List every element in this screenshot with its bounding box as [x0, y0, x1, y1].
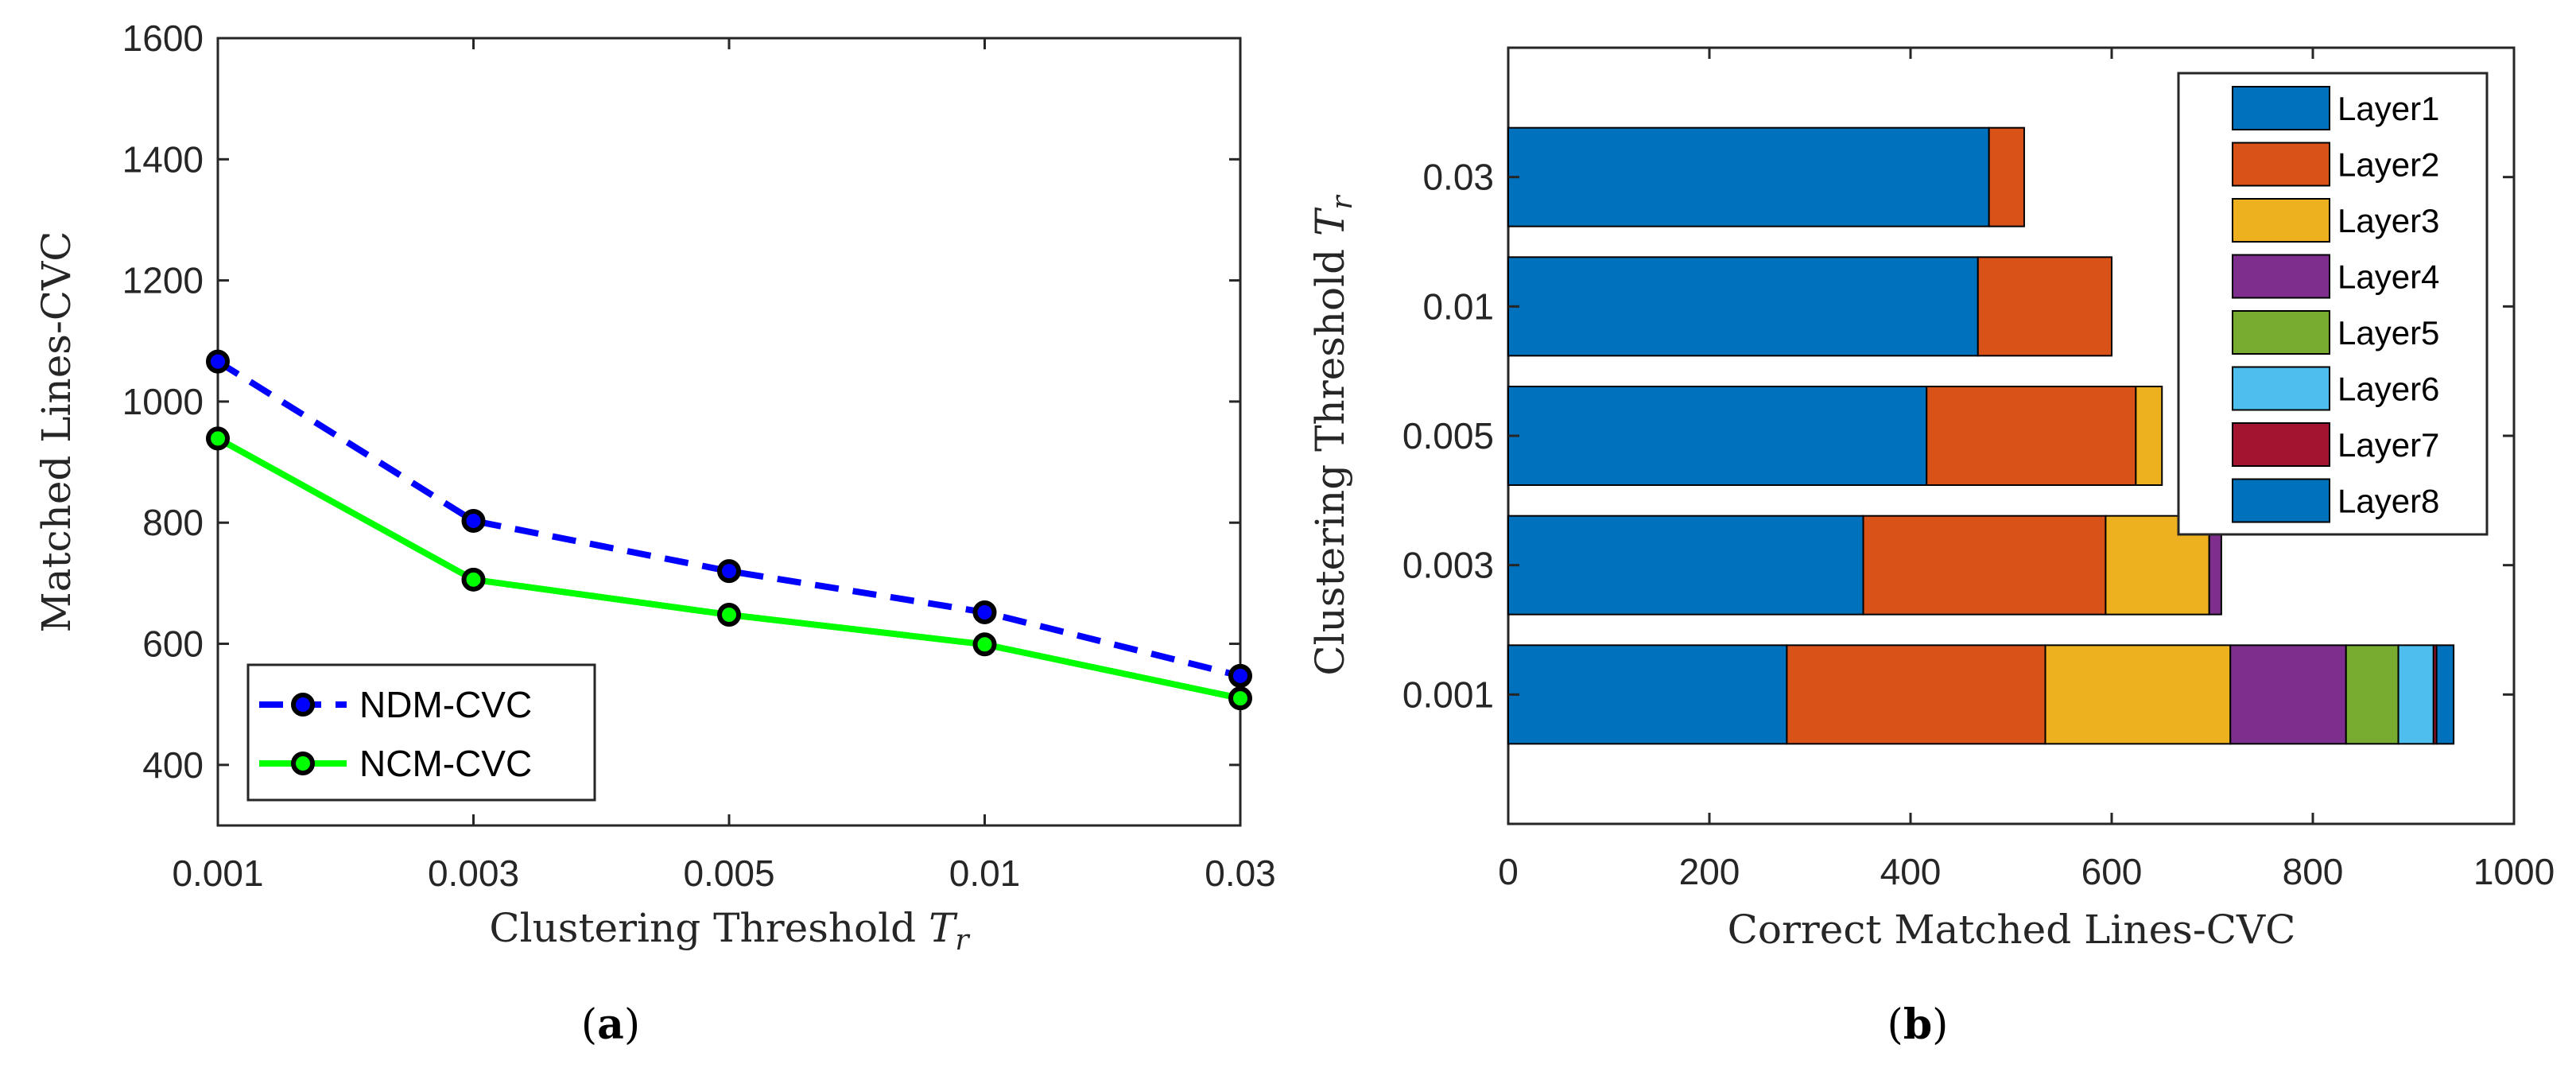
line-chart-y-ticks: 400 600 800 1000 1200 1400 1600: [122, 17, 1240, 786]
legend-label: Layer7: [2337, 426, 2439, 464]
data-point-ndm-cvc: [717, 559, 741, 584]
legend-label: NCM-CVC: [359, 743, 532, 784]
y-tick-label: 0.003: [1402, 545, 1494, 586]
bar-chart-x-ticks: 0 200 400 600 800 1000: [1498, 48, 2555, 892]
bar-segment-layer2: [1926, 386, 2137, 486]
data-point-ncm-cvc: [717, 602, 741, 627]
line-chart-legend: NDM-CVC NCM-CVC: [246, 663, 596, 802]
y-tick-label: 0.03: [1422, 157, 1494, 198]
x-tick-label: 0: [1498, 851, 1519, 892]
bar-chart-y-ticks: 0.001 0.003 0.005 0.01 0.03: [1402, 157, 2514, 715]
legend-swatch: [2232, 366, 2330, 411]
caption-b: (b): [1887, 1000, 1949, 1049]
y-tick-label: 1200: [122, 260, 204, 301]
legend-swatch: [2232, 86, 2330, 130]
line-chart-series: [206, 349, 1252, 711]
y-tick-label: 0.005: [1402, 415, 1494, 456]
line-chart-y-axis-label: Matched Lines-CVC: [33, 231, 80, 633]
legend-swatch: [2232, 198, 2330, 243]
data-point-ndm-cvc: [1228, 663, 1252, 688]
x-tick-label: 200: [1679, 851, 1740, 892]
legend-label: Layer4: [2337, 258, 2439, 296]
bar-segment-layer8: [2435, 644, 2455, 745]
bar-segment-layer1: [1507, 386, 1928, 486]
bar-segment-layer2: [1977, 256, 2112, 357]
x-tick-label: 0.001: [172, 853, 263, 894]
line-chart-x-axis-label: Clustering Threshold Tr: [489, 905, 970, 957]
bar-chart-y-axis-label: Clustering Threshold Tr: [1307, 195, 1359, 676]
line-chart-legend-box: [246, 663, 596, 802]
y-tick-label: 800: [142, 502, 204, 543]
x-tick-label: 800: [2283, 851, 2344, 892]
legend-swatch: [2232, 478, 2330, 523]
bar-segment-layer5: [2345, 644, 2399, 745]
y-tick-label: 600: [142, 623, 204, 665]
legend-marker: [291, 693, 315, 717]
bar-segment-layer1: [1507, 126, 1990, 227]
legend-label: Layer3: [2337, 202, 2439, 239]
x-tick-label: 0.003: [428, 853, 519, 894]
legend-label: NDM-CVC: [359, 684, 532, 725]
x-tick-label: 0.005: [683, 853, 774, 894]
legend-swatch: [2232, 310, 2330, 355]
legend-marker: [291, 752, 315, 775]
data-point-ndm-cvc: [206, 349, 230, 374]
bar-segment-layer1: [1507, 644, 1788, 745]
bar-segment-layer4: [2229, 644, 2347, 745]
bar-segment-layer3: [2044, 644, 2232, 745]
legend-swatch: [2232, 254, 2330, 299]
legend-swatch: [2232, 142, 2330, 187]
bar-segment-layer3: [2105, 515, 2210, 616]
x-tick-label: 0.01: [949, 853, 1021, 894]
caption-a: (a): [581, 1000, 640, 1049]
y-tick-label: 0.01: [1422, 285, 1494, 327]
bar-segment-layer3: [2135, 386, 2163, 486]
legend-label: Layer2: [2337, 146, 2439, 184]
data-point-ncm-cvc: [206, 426, 230, 451]
x-tick-label: 0.03: [1205, 853, 1276, 894]
legend-label: Layer8: [2337, 483, 2439, 520]
bar-segment-layer2: [1786, 644, 2046, 745]
bar-segment-layer2: [1862, 515, 2107, 616]
y-tick-label: 1000: [122, 381, 204, 422]
bar-segment-layer2: [1988, 126, 2025, 227]
data-point-ncm-cvc: [461, 567, 486, 592]
bar-segment-layer6: [2397, 644, 2434, 745]
y-tick-label: 400: [142, 744, 204, 786]
data-point-ncm-cvc: [1228, 686, 1252, 711]
legend-label: Layer5: [2337, 314, 2439, 352]
data-point-ndm-cvc: [972, 600, 997, 624]
y-tick-label: 1600: [122, 17, 204, 59]
x-tick-label: 1000: [2473, 851, 2555, 892]
bar-chart-panel: 0 200 400 600 800 1000 0.0010.0030.0050.010.0…: [1307, 46, 2555, 1049]
legend-label: Layer1: [2337, 90, 2439, 127]
bar-chart-bars: [1507, 126, 2455, 745]
bar-chart-x-axis-label: Correct Matched Lines-CVC: [1728, 907, 2296, 953]
bar-chart-legend-box: [2177, 72, 2489, 536]
data-point-ndm-cvc: [461, 508, 486, 533]
bar-segment-layer1: [1507, 515, 1864, 616]
legend-swatch: [2232, 422, 2330, 467]
data-point-ncm-cvc: [972, 632, 997, 657]
bar-chart-legend: Layer1 Layer2 Layer3 Layer4 Layer5 Layer6 Laye…: [2177, 72, 2489, 536]
y-tick-label: 0.001: [1402, 674, 1494, 715]
line-chart-x-ticks: 0.001 0.003 0.005 0.01 0.03: [172, 38, 1276, 894]
series-line-ndm-cvc: [215, 359, 1241, 679]
bar-segment-layer1: [1507, 256, 1979, 357]
x-tick-label: 400: [1880, 851, 1942, 892]
x-tick-label: 600: [2081, 851, 2143, 892]
legend-label: Layer6: [2337, 371, 2439, 408]
y-tick-label: 1400: [122, 138, 204, 180]
